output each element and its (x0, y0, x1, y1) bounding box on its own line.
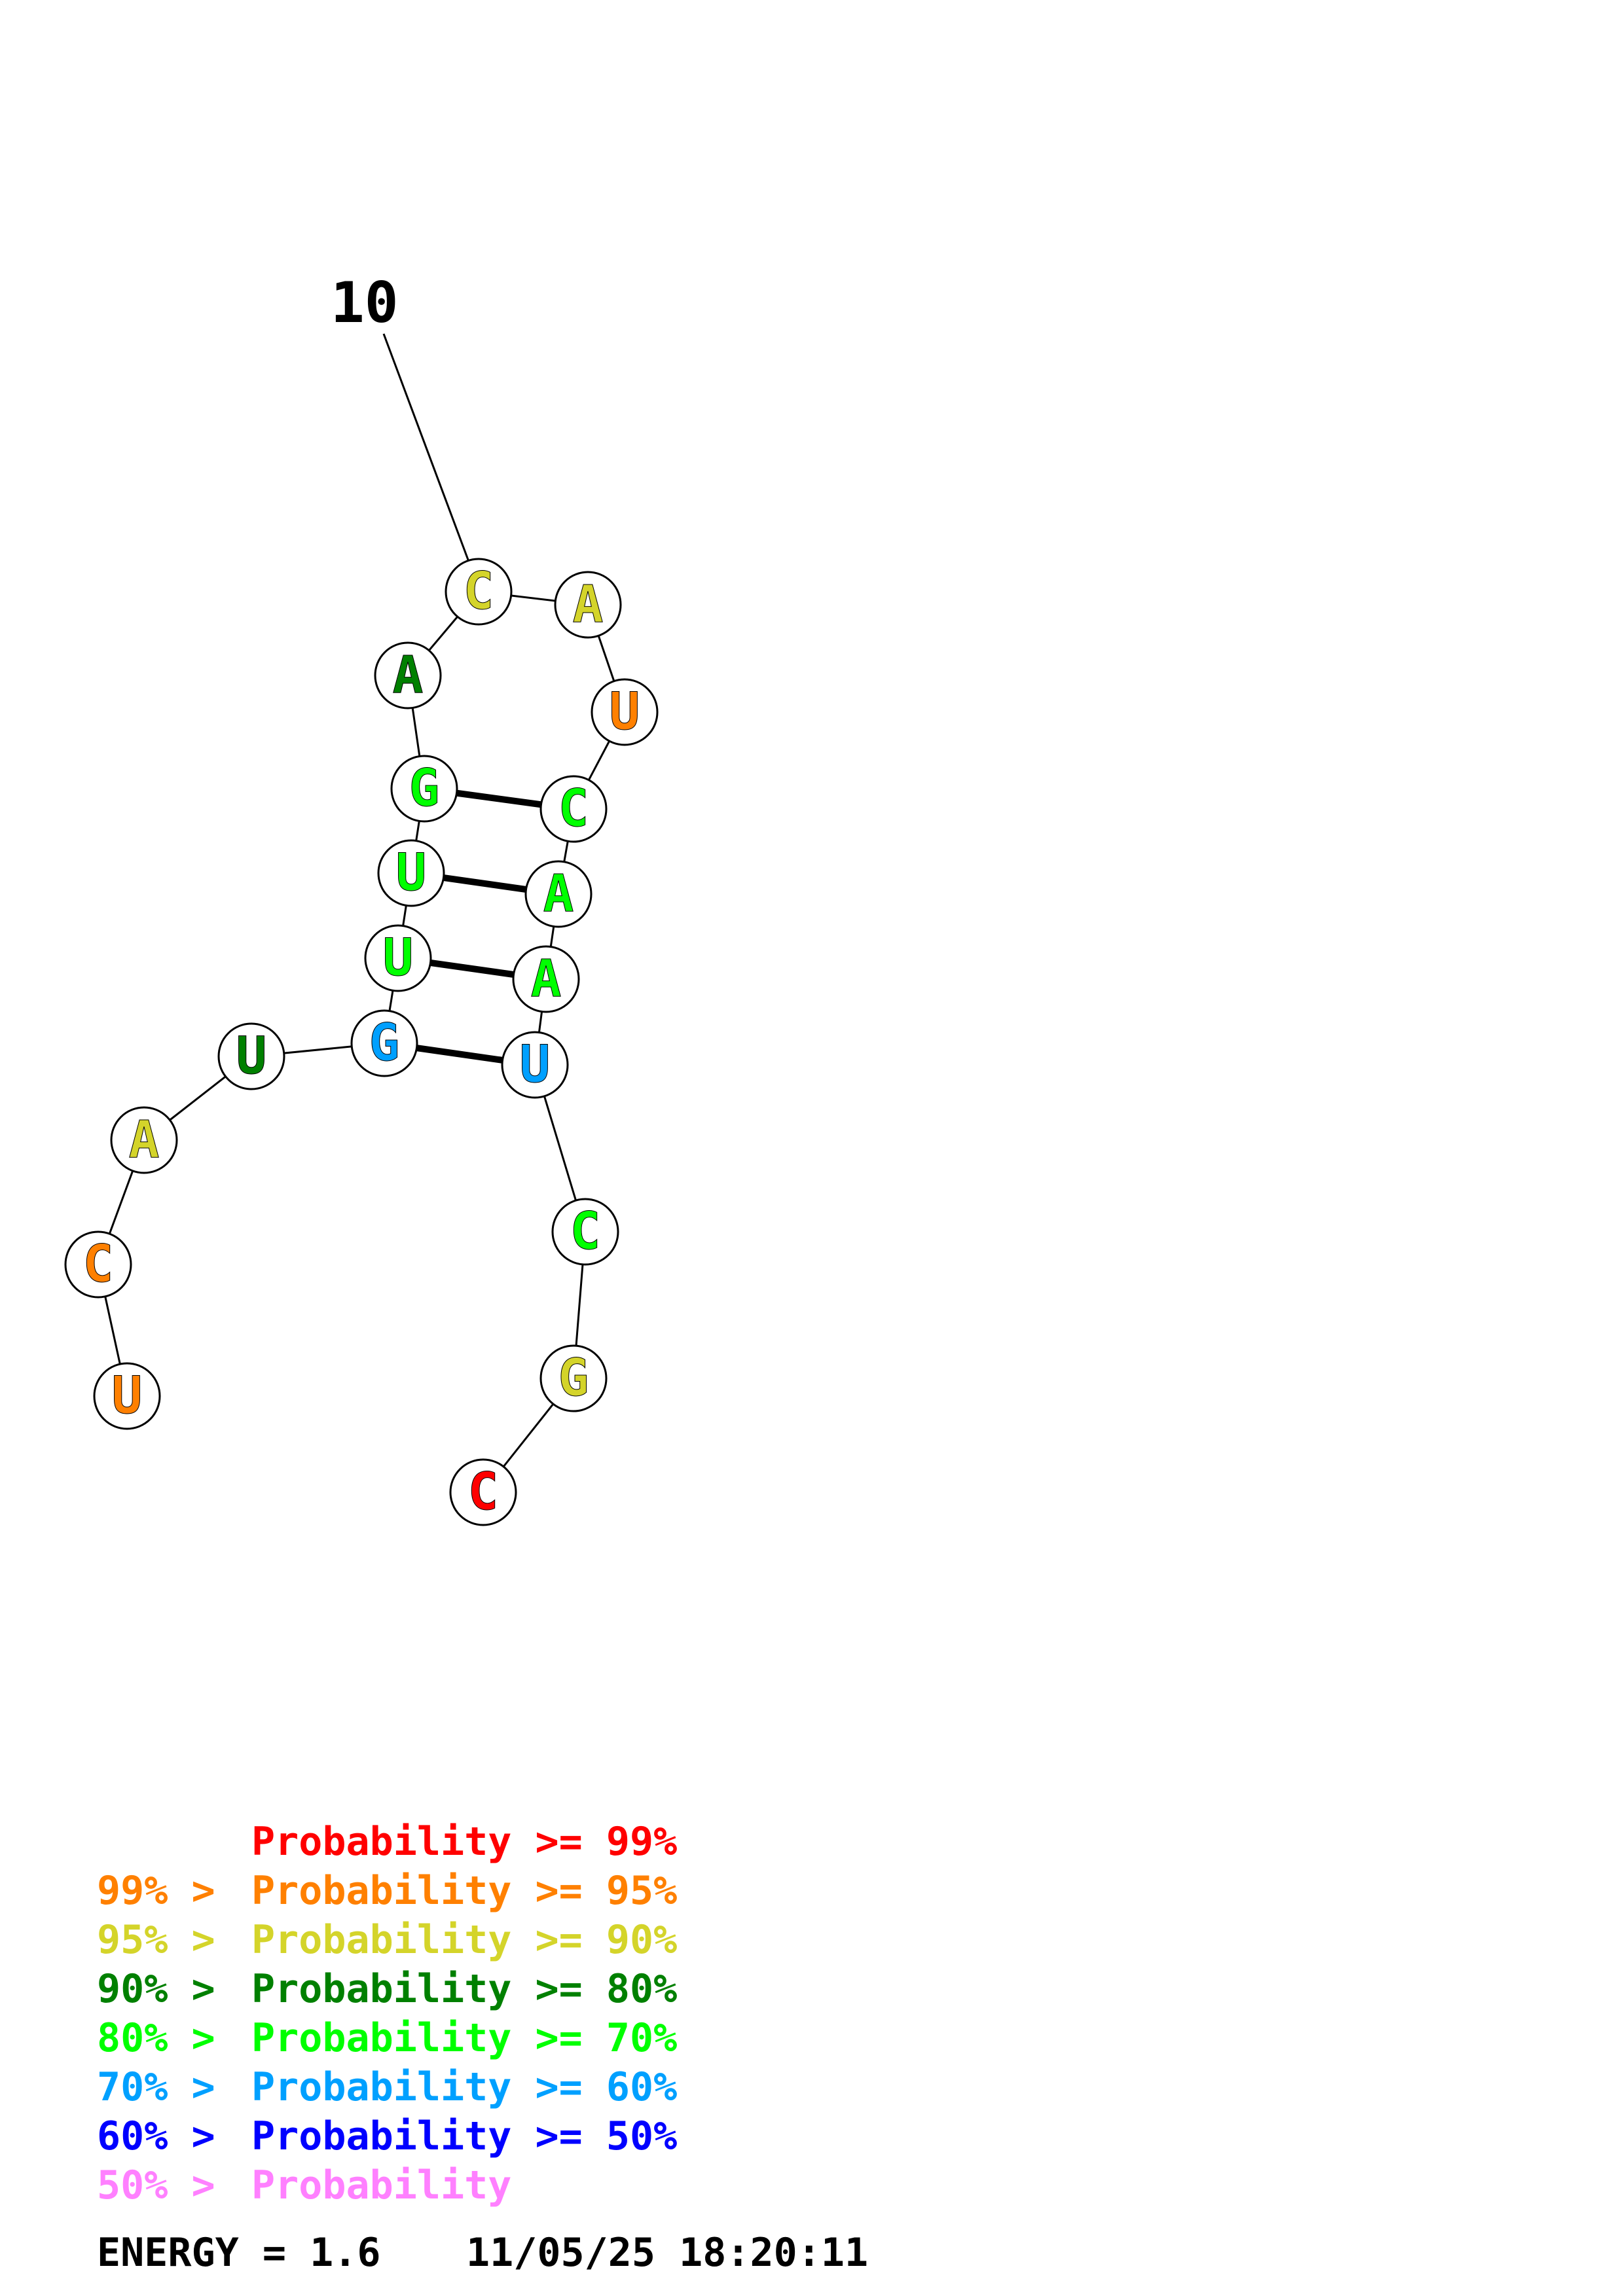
nucleotide-circle (591, 678, 659, 746)
nucleotide-13: C (539, 775, 608, 843)
nucleotide-6: U (364, 924, 432, 992)
nucleotide-letter: C (570, 1202, 601, 1261)
legend-prefix: 99% > (97, 1868, 239, 1914)
nucleotide-8: G (390, 755, 458, 823)
nucleotide-16: U (501, 1031, 569, 1099)
legend-range: Probability >= 70% (251, 2015, 677, 2061)
nucleotide-circle (390, 755, 458, 823)
nucleotide-4: U (217, 1022, 285, 1090)
nucleotide-letter: C (83, 1235, 114, 1294)
timestamp: 11/05/25 18:20:11 (466, 2230, 868, 2276)
legend-range: Probability >= 99% (251, 1819, 677, 1865)
nucleotide-letter: G (409, 759, 440, 818)
nucleotide-letter: G (369, 1014, 400, 1073)
nucleotide-1: U (93, 1362, 161, 1430)
nucleotide-circle (539, 1344, 608, 1412)
nucleotide-letter: U (610, 683, 640, 742)
nucleotide-circle (93, 1362, 161, 1430)
nucleotide-circle (512, 945, 580, 1013)
nucleotide-letter: C (558, 780, 589, 838)
nucleotide-letter: U (112, 1367, 143, 1426)
nucleotide-letter: U (520, 1035, 551, 1094)
legend-range: Probability (251, 2162, 511, 2208)
nucleotide-18: G (539, 1344, 608, 1412)
nucleotide-5: G (350, 1009, 418, 1077)
nucleotide-circle (374, 641, 442, 709)
legend-prefix: 95% > (97, 1917, 239, 1963)
nucleotide-2: C (64, 1230, 132, 1299)
nucleotide-circle (377, 839, 445, 907)
legend-range: Probability >= 50% (251, 2113, 677, 2159)
legend-range: Probability >= 80% (251, 1966, 677, 2012)
legend-prefix: 80% > (97, 2015, 239, 2061)
probability-legend: Probability >= 99% 99% > Probability >= 9… (97, 1819, 677, 2208)
nucleotide-circle (554, 571, 622, 639)
nucleotide-9: A (374, 641, 442, 709)
nucleotide-circle (551, 1198, 619, 1266)
legend-range: Probability >= 60% (251, 2064, 677, 2110)
nucleotide-11: A (554, 571, 622, 639)
nucleotide-circle (64, 1230, 132, 1299)
base-pair-lines (384, 785, 574, 1068)
nucleotide-10: C (445, 558, 513, 626)
nucleotide-17: C (551, 1198, 619, 1266)
nucleotide-letter: C (468, 1463, 499, 1522)
position-label-tick (382, 333, 470, 562)
nucleotide-circle (364, 924, 432, 992)
legend-range: Probability >= 95% (251, 1868, 677, 1914)
nucleotide-letter: U (383, 929, 414, 988)
nucleotide-letter: A (129, 1111, 160, 1170)
legend-range: Probability >= 90% (251, 1917, 677, 1963)
nucleotide-letter: A (573, 575, 604, 634)
nucleotide-circle (217, 1022, 285, 1090)
nucleotide-14: A (524, 860, 593, 928)
nucleotide-3: A (110, 1106, 178, 1174)
nucleotide-letter: A (543, 865, 574, 924)
nucleotide-12: U (591, 678, 659, 746)
legend-prefix: 50% > (97, 2162, 239, 2208)
nucleotide-letter: A (393, 646, 424, 705)
nucleotide-circle (449, 1458, 517, 1526)
nucleotide-19: C (449, 1458, 517, 1526)
nucleotide-circle (110, 1106, 178, 1174)
legend-prefix: 60% > (97, 2113, 239, 2159)
energy-label: ENERGY = 1.6 (97, 2230, 380, 2276)
nucleotide-circle (524, 860, 593, 928)
nucleotide-circle (539, 775, 608, 843)
nucleotide-circle (501, 1031, 569, 1099)
position-label-10: 10 (331, 270, 399, 336)
nucleotide-letter: U (236, 1027, 267, 1086)
nucleotide-letter: C (464, 562, 494, 621)
nucleotide-letter: U (396, 844, 427, 903)
nucleotide-circle (350, 1009, 418, 1077)
nucleotide-letter: A (531, 950, 562, 1009)
nucleotide-circle (445, 558, 513, 626)
legend-prefix: 90% > (97, 1966, 239, 2012)
nucleotide-7: U (377, 839, 445, 907)
nucleotide-15: A (512, 945, 580, 1013)
nucleotide-letter: G (558, 1349, 589, 1408)
legend-prefix: 70% > (97, 2064, 239, 2110)
